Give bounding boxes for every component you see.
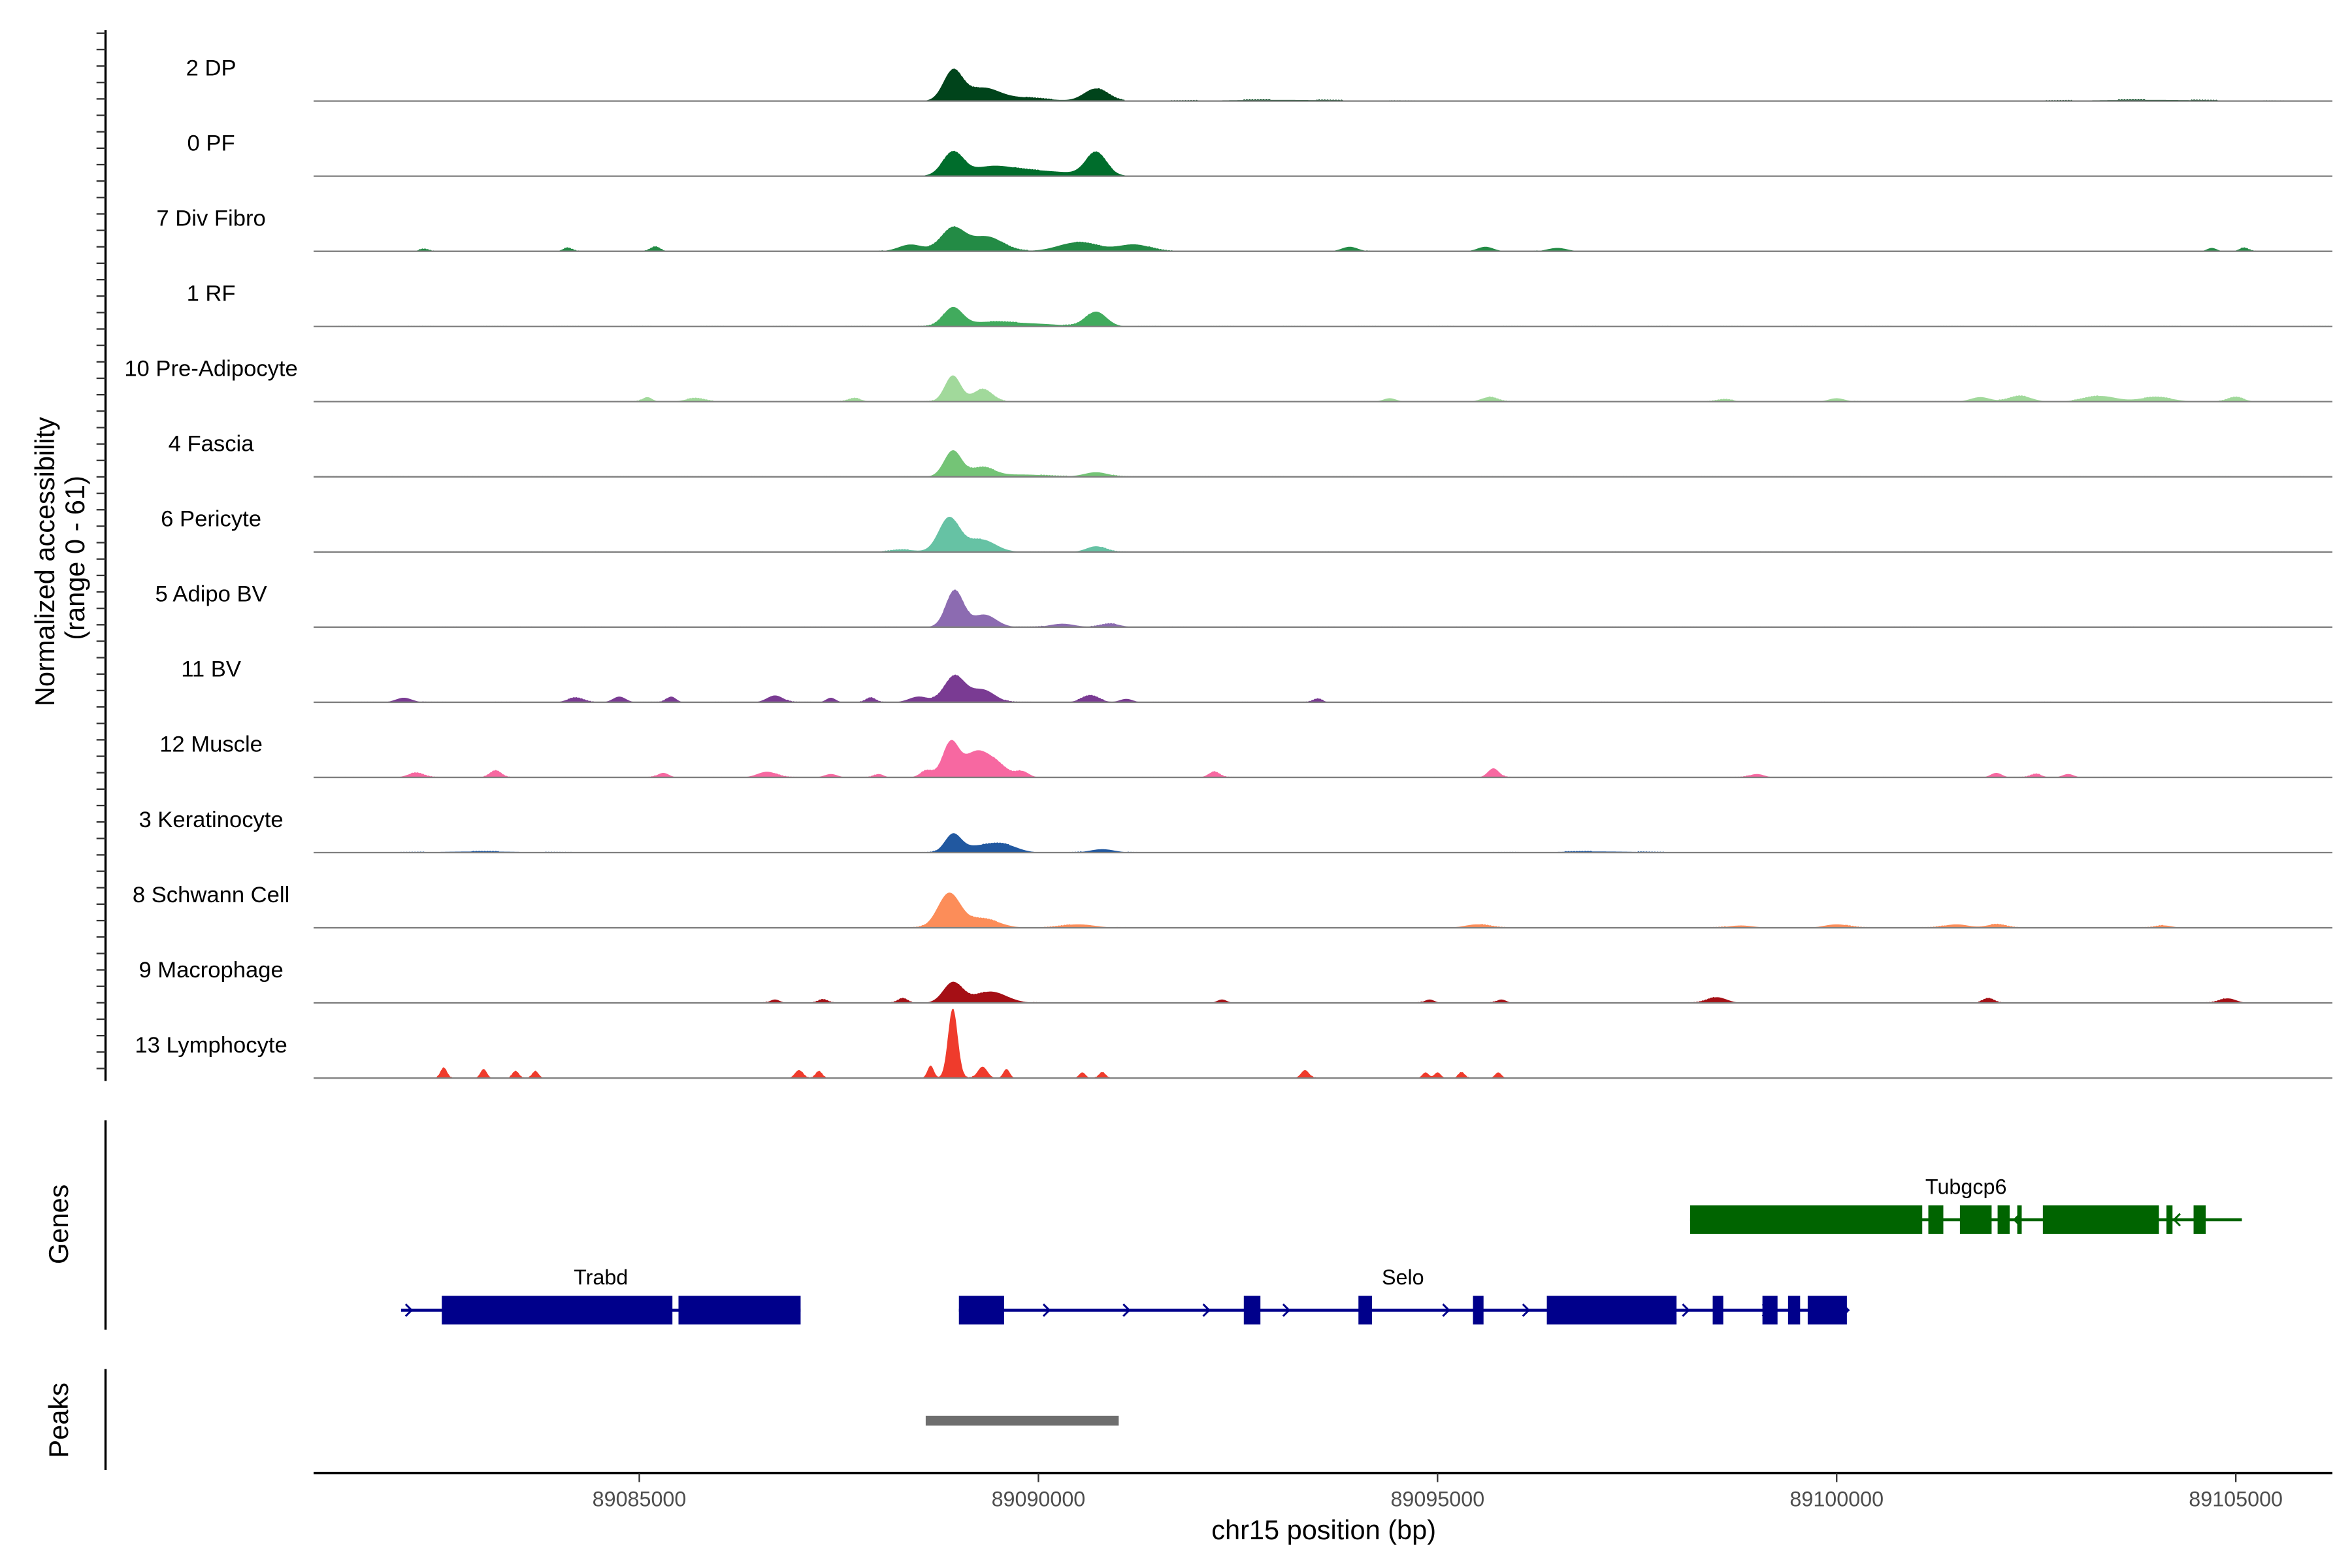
track-9-macrophage: 9 Macrophage <box>139 958 2332 1004</box>
strand-arrow-icon <box>1202 1303 1211 1317</box>
track-label: 8 Schwann Cell <box>133 883 289 907</box>
strand-arrow-icon <box>1042 1303 1051 1317</box>
x-tick-label: 89095000 <box>1390 1487 1484 1511</box>
x-axis-title: chr15 position (bp) <box>1211 1514 1436 1545</box>
x-axis-ticks: 89085000 89090000 89095000 89100000 89105000 <box>593 1473 2283 1511</box>
exon <box>1243 1296 1261 1325</box>
track-5-adipo-bv: 5 Adipo BV <box>155 582 2332 629</box>
y-axis-title-line2: (range 0 - 61) <box>59 476 90 640</box>
exon <box>678 1296 801 1325</box>
x-tick-label: 89085000 <box>593 1487 687 1511</box>
y-axis-ticks <box>96 32 106 1070</box>
strand-arrow-icon <box>1522 1303 1531 1317</box>
gene-selo: Selo <box>958 1266 1850 1325</box>
y-axis-title: Normalized accessibility (range 0 - 61) <box>29 410 90 707</box>
track-label: 13 Lymphocyte <box>135 1033 287 1058</box>
x-tick-label: 89100000 <box>1789 1487 1884 1511</box>
exon <box>1762 1296 1778 1325</box>
exon <box>2166 1205 2173 1234</box>
accessibility-area <box>314 306 2332 327</box>
exon <box>1473 1296 1484 1325</box>
exon <box>2017 1205 2022 1234</box>
track-label: 0 PF <box>188 131 235 155</box>
accessibility-area <box>314 150 2332 176</box>
accessibility-area <box>314 516 2332 552</box>
track-label: 9 Macrophage <box>139 958 283 983</box>
track-4-fascia: 4 Fascia <box>169 432 2332 478</box>
track-11-bv: 11 BV <box>181 657 2332 704</box>
exon <box>1788 1296 1801 1325</box>
accessibility-area <box>314 892 2332 928</box>
gene-label: Tubgcp6 <box>1925 1175 2006 1199</box>
exon <box>2193 1205 2206 1234</box>
exon <box>1928 1205 1944 1234</box>
gene-label: Trabd <box>574 1266 628 1289</box>
peaks-panel-label: Peaks <box>43 1382 74 1458</box>
track-label: 12 Muscle <box>159 732 263 757</box>
gene-tubgcp6: Tubgcp6 <box>1690 1175 2242 1234</box>
accessibility-area <box>314 68 2332 101</box>
strand-arrow-icon <box>1442 1303 1450 1317</box>
accessibility-area <box>314 589 2332 627</box>
strand-arrow-icon <box>1682 1303 1690 1317</box>
genes-panel-label: Genes <box>43 1184 74 1264</box>
exon <box>1690 1205 1923 1234</box>
strand-arrow-icon <box>2172 1213 2181 1227</box>
accessibility-area <box>314 833 2332 853</box>
track-label: 6 Pericyte <box>161 507 261 532</box>
track-10-pre-adipocyte: 10 Pre-Adipocyte <box>124 357 2332 402</box>
peak-region <box>925 1415 1119 1426</box>
exon <box>442 1296 673 1325</box>
exon <box>1546 1296 1677 1325</box>
peak-regions <box>925 1415 1119 1426</box>
track-label: 7 Div Fibro <box>156 206 265 231</box>
accessibility-area <box>314 674 2332 702</box>
track-label: 10 Pre-Adipocyte <box>124 357 298 382</box>
track-13-lymphocyte: 13 Lymphocyte <box>135 1008 2332 1079</box>
accessibility-area <box>314 375 2332 402</box>
y-axis-title-line1: Normalized accessibility <box>29 417 60 706</box>
exon <box>1712 1296 1723 1325</box>
strand-arrow-icon <box>1282 1303 1291 1317</box>
track-8-schwann-cell: 8 Schwann Cell <box>133 883 2332 929</box>
track-label: 3 Keratinocyte <box>139 808 283 832</box>
track-label: 4 Fascia <box>169 432 255 457</box>
accessibility-area <box>314 1008 2332 1079</box>
track-7-div-fibro: 7 Div Fibro <box>156 206 2332 252</box>
track-0-pf: 0 PF <box>188 131 2332 177</box>
gene-trabd: Trabd <box>400 1266 801 1325</box>
track-1-rf: 1 RF <box>187 282 2332 327</box>
exon <box>1807 1296 1847 1325</box>
strand-arrow-icon <box>404 1303 414 1317</box>
track-label: 11 BV <box>181 657 241 682</box>
accessibility-area <box>314 981 2332 1004</box>
strand-arrow-icon <box>1122 1303 1131 1317</box>
exon <box>1959 1205 1992 1234</box>
gene-annotations: Trabd Selo Tubgcp6 <box>400 1175 2242 1325</box>
accessibility-area <box>314 226 2332 252</box>
track-label: 2 DP <box>186 56 237 80</box>
gene-label: Selo <box>1382 1266 1424 1289</box>
track-label: 1 RF <box>187 282 236 306</box>
track-12-muscle: 12 Muscle <box>159 732 2332 779</box>
exon <box>958 1296 1004 1325</box>
accessibility-tracks: 2 DP 0 PF 7 Div Fibro 1 RF 10 Pre-Adipocyte 4… <box>124 56 2332 1079</box>
exon <box>1358 1296 1373 1325</box>
accessibility-area <box>314 450 2332 477</box>
track-label: 5 Adipo BV <box>155 582 267 607</box>
x-tick-label: 89105000 <box>2189 1487 2283 1511</box>
track-2-dp: 2 DP <box>186 56 2332 102</box>
track-6-pericyte: 6 Pericyte <box>161 507 2332 553</box>
track-3-keratinocyte: 3 Keratinocyte <box>139 808 2332 854</box>
exon <box>2042 1205 2159 1234</box>
exon <box>1997 1205 2010 1234</box>
x-tick-label: 89090000 <box>992 1487 1086 1511</box>
accessibility-area <box>314 740 2332 777</box>
